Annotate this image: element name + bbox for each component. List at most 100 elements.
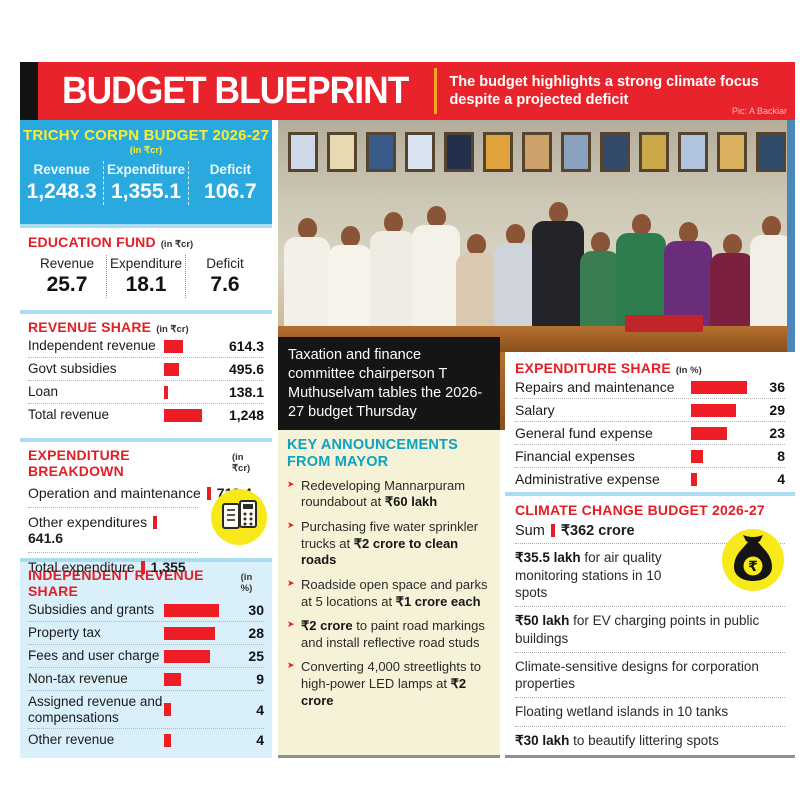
- person-figure: [284, 218, 330, 328]
- section-separator: [505, 492, 795, 497]
- summary-title: TRICHY CORPN BUDGET 2026-27: [22, 127, 269, 144]
- chart-row: Assigned revenue and compensations 4: [28, 690, 264, 728]
- section-separator: [20, 438, 272, 442]
- climate-sum-row: Sum ₹362 crore: [515, 518, 785, 543]
- education-fund-title: EDUCATION FUND: [28, 234, 156, 250]
- list-item: ₹30 lakh to beautify littering spots: [515, 725, 785, 754]
- red-divider: [140, 561, 145, 574]
- climate-sum-label: Sum: [515, 523, 545, 540]
- chart-row: Other revenue 4: [28, 728, 264, 751]
- person-figure: [710, 234, 754, 328]
- chart-row: Financial expenses 8: [515, 444, 785, 467]
- portrait-frame: [405, 132, 435, 172]
- list-item: ➤ ₹2 crore to paint road markings and ins…: [287, 618, 485, 650]
- subtitle: The budget highlights a strong climate f…: [449, 73, 759, 108]
- expenditure-share-unit: (in %): [675, 365, 702, 376]
- list-item: ➤ Purchasing five water sprinkler trucks …: [287, 519, 479, 568]
- portrait-frame: [327, 132, 357, 172]
- left-column: TRICHY CORPN BUDGET 2026-27 (in ₹cr) Rev…: [20, 120, 272, 758]
- person-figure: [616, 214, 666, 328]
- person-figure: [328, 226, 372, 328]
- portrait-frame: [756, 132, 786, 172]
- portrait-frame: [483, 132, 513, 172]
- person-figure: [456, 234, 496, 328]
- summary-cell: Revenue 1,248.3: [26, 162, 97, 203]
- chart-row: Independent revenue 614.3: [28, 338, 264, 354]
- revenue-share-chart: Independent revenue 614.3 Govt subsidies 49…: [28, 335, 264, 426]
- announcements-panel: KEY ANNOUNCEMENTS FROM MAYOR ➤ Redevelopi…: [278, 430, 500, 758]
- header-accent-strip: [20, 62, 38, 120]
- independent-revenue-share-title: INDEPENDENT REVENUE SHARE: [28, 567, 204, 599]
- chart-row: Property tax 28: [28, 621, 264, 644]
- independent-revenue-share-unit: (in %): [240, 572, 253, 594]
- chart-row: Govt subsidies 495.6: [28, 357, 264, 380]
- person-figure: [750, 216, 792, 328]
- bar: [164, 626, 216, 640]
- education-fund-panel: EDUCATION FUND (in ₹cr) Revenue 25.7 Expen…: [20, 228, 272, 310]
- portrait-frame: [717, 132, 747, 172]
- bar: [164, 408, 202, 422]
- summary-cell: Expenditure 1,355.1: [103, 161, 187, 205]
- section-separator: [20, 224, 272, 228]
- portrait-frame: [522, 132, 552, 172]
- summary-unit: (in ₹cr): [129, 145, 163, 156]
- chart-row: Loan 138.1: [28, 380, 264, 403]
- arrow-bullet-icon: ➤: [287, 660, 295, 671]
- nameplate: [625, 315, 703, 332]
- expenditure-share-panel: EXPENDITURE SHARE (in %) Repairs and mai…: [505, 352, 795, 492]
- person-figure: [580, 232, 620, 328]
- photo-credit: Pic: A Backiar: [731, 106, 787, 116]
- money-bag-icon: ₹: [721, 528, 785, 597]
- infographic: BUDGET BLUEPRINT The budget highlights a…: [20, 62, 795, 758]
- list-item: Floating wetland islands in 10 tanks: [515, 697, 785, 725]
- person-figure: [664, 222, 712, 328]
- header-title-area: BUDGET BLUEPRINT: [38, 62, 434, 120]
- bar: [691, 403, 737, 417]
- person-figure: [412, 206, 460, 328]
- body: TRICHY CORPN BUDGET 2026-27 (in ₹cr) Rev…: [20, 120, 795, 758]
- portrait-frame: [366, 132, 396, 172]
- chart-row: Total revenue 1,248: [28, 403, 264, 426]
- bar: [691, 449, 704, 463]
- red-divider: [206, 487, 211, 500]
- arrow-bullet-icon: ➤: [287, 577, 295, 588]
- climate-items-list: ₹35.5 lakh for air quality monitoring st…: [515, 543, 785, 753]
- chart-row: Salary 29: [515, 398, 785, 421]
- right-column: EXPENDITURE SHARE (in %) Repairs and mai…: [505, 352, 795, 758]
- bar: [164, 703, 172, 717]
- table-row: Other expenditures641.6: [28, 507, 198, 552]
- announcements-title: KEY ANNOUNCEMENTS FROM MAYOR: [287, 437, 458, 471]
- revenue-share-unit: (in ₹cr): [156, 324, 189, 335]
- bar: [691, 380, 747, 394]
- section-separator: [20, 558, 272, 562]
- svg-text:₹: ₹: [748, 559, 758, 575]
- list-item: ₹35.5 lakh for air quality monitoring st…: [515, 543, 785, 606]
- list-item: ➤ Roadside open space and parks at 5 loca…: [287, 576, 488, 609]
- announcements-list: ➤ Redeveloping Mannarpuram roundabout at …: [287, 478, 491, 710]
- portrait-frame: [288, 132, 318, 172]
- chart-row: Non-tax revenue 9: [28, 667, 264, 690]
- bar: [164, 603, 219, 617]
- education-fund-columns: Revenue 25.7 Expenditure 18.1 Deficit 7.6: [28, 255, 264, 298]
- chart-row: General fund expense 23: [515, 421, 785, 444]
- person-figure: [494, 224, 536, 328]
- photo-caption: Taxation and finance committee chairpers…: [278, 337, 500, 430]
- climate-sum-value: ₹362 crore: [560, 523, 635, 540]
- independent-revenue-share-panel: INDEPENDENT REVENUE SHARE (in %) Subsidi…: [20, 562, 272, 758]
- arrow-bullet-icon: ➤: [287, 520, 295, 531]
- expenditure-breakdown-unit: (in ₹cr): [232, 452, 251, 474]
- independent-revenue-share-chart: Subsidies and grants 30 Property tax 28 Fees…: [28, 599, 264, 751]
- main-title: BUDGET BLUEPRINT: [62, 69, 409, 112]
- calculator-receipt-icon: [210, 488, 268, 551]
- portrait-frame: [561, 132, 591, 172]
- budget-summary-panel: TRICHY CORPN BUDGET 2026-27 (in ₹cr) Rev…: [20, 120, 272, 224]
- revenue-share-panel: REVENUE SHARE (in ₹cr) Independent reven…: [20, 314, 272, 438]
- arrow-bullet-icon: ➤: [287, 619, 295, 630]
- portrait-frame: [600, 132, 630, 172]
- list-item: ➤ Redeveloping Mannarpuram roundabout at …: [287, 477, 466, 510]
- header-subtitle-area: The budget highlights a strong climate f…: [437, 62, 795, 120]
- chart-row: Administrative expense 4: [515, 467, 785, 490]
- bar: [164, 339, 183, 353]
- climate-budget-panel: CLIMATE CHANGE BUDGET 2026-27 Sum ₹362 cr…: [505, 496, 795, 755]
